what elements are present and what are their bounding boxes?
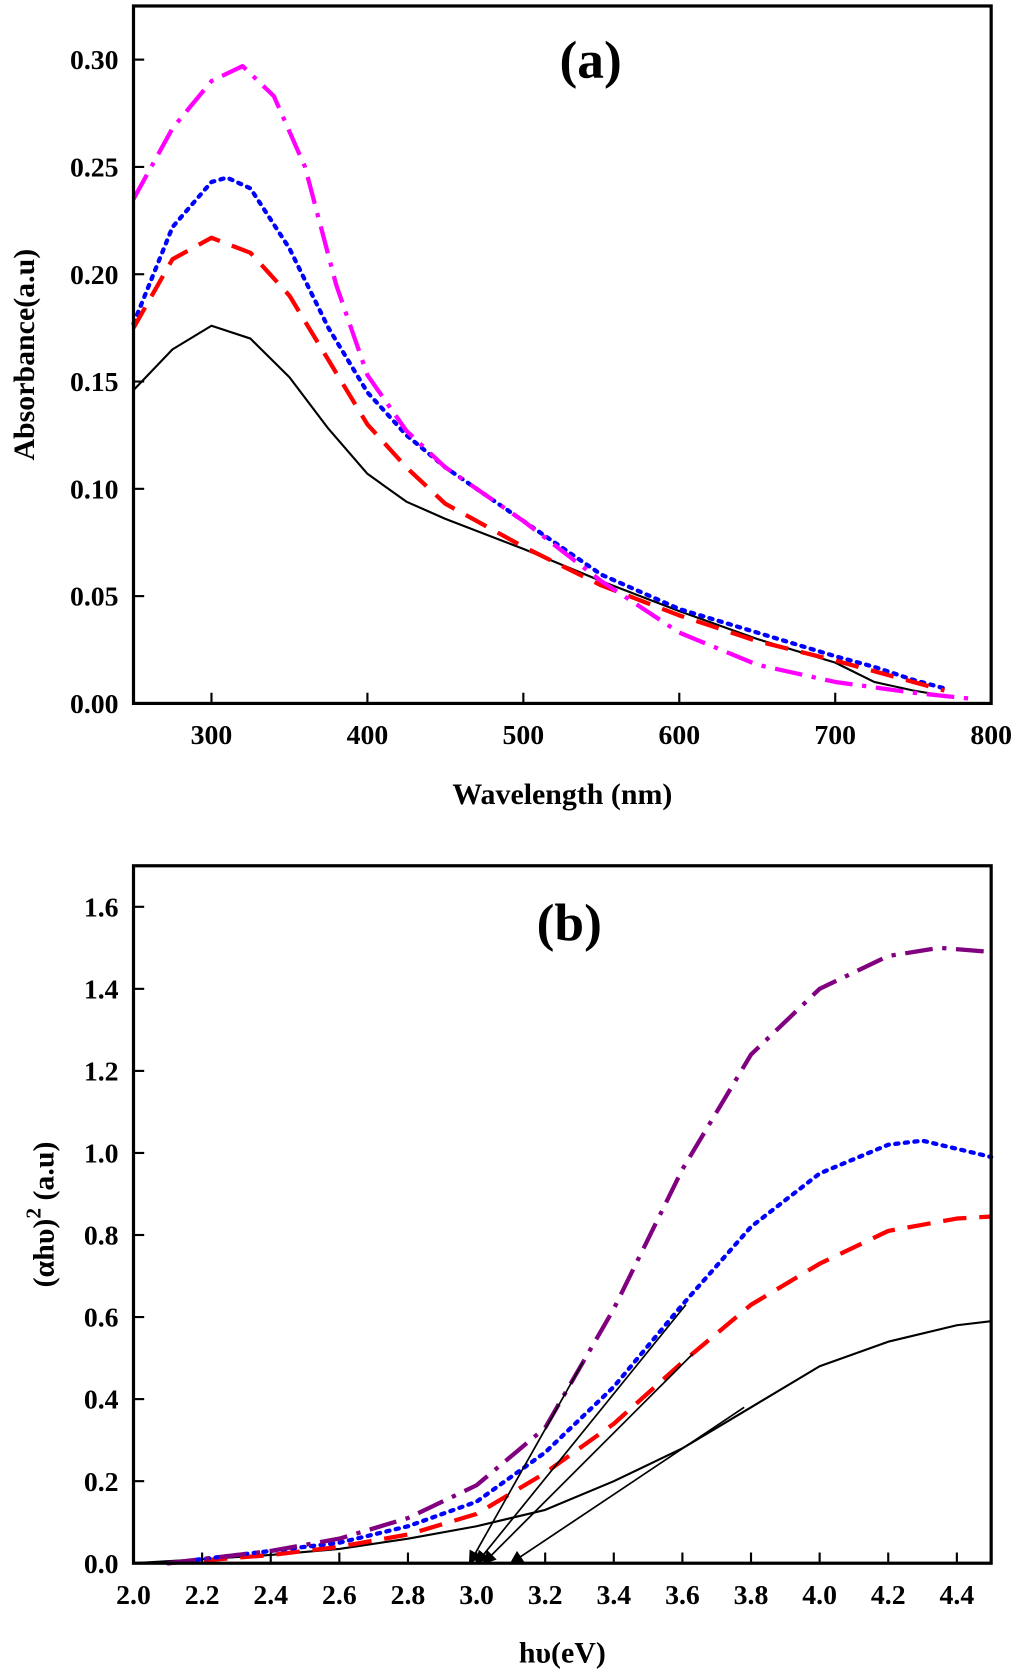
plot-frame: [131, 4, 993, 706]
y-tick-label: 0.25: [70, 153, 119, 184]
x-tick-label: 300: [191, 720, 233, 751]
y-axis-label: (αhυ)2 (a.u): [22, 1142, 61, 1288]
panel-a-absorbance-chart: 300 400 500 600 700 800 0.00 0.05 0.10 0.15 0.20 0.…: [8, 4, 1012, 811]
panel-title: (b): [537, 893, 602, 953]
tangent-arrow-2: [475, 1304, 687, 1565]
x-tick-label: 4.0: [802, 1580, 837, 1611]
x-tick-label: 3.0: [459, 1580, 494, 1611]
y-tick-label: 0.0: [84, 1549, 119, 1580]
x-tick-label: 2.6: [322, 1580, 357, 1611]
y-tick-label: 1.0: [84, 1139, 119, 1170]
series-line-2: [167, 1214, 992, 1566]
x-tick-label: 2.4: [253, 1580, 288, 1611]
x-tick-label: 500: [503, 720, 545, 751]
x-tick-label: 4.4: [940, 1580, 975, 1611]
y-tick-label: 1.4: [84, 974, 119, 1005]
y-tick-label: 0.30: [70, 45, 119, 76]
y-tick-label: 1.6: [84, 892, 119, 923]
x-tick-label: 3.8: [734, 1580, 769, 1611]
x-tick-label: 4.2: [871, 1580, 906, 1611]
series-line-3: [165, 1138, 994, 1566]
series-line-1: [133, 1320, 992, 1565]
x-axis-label: Wavelength (nm): [452, 778, 672, 811]
y-tick-label: 1.2: [84, 1057, 119, 1088]
x-tick-label: 700: [814, 720, 856, 751]
x-tick-label: 2.8: [391, 1580, 426, 1611]
x-tick-label: 800: [970, 720, 1012, 751]
y-tick-label: 0.00: [70, 689, 119, 720]
y-axis-label: Absorbance(a.u): [8, 249, 41, 461]
tangent-arrow-1: [468, 1361, 584, 1565]
x-tick-label: 400: [347, 720, 389, 751]
panel-b-tauc-plot: 2.0 2.2 2.4 2.6 2.8 3.0 3.2 3.4 3.6 3.8 4.0 4.2 4.4 0…: [22, 864, 994, 1670]
series-line-4: [131, 63, 976, 702]
y-tick-label: 0.6: [84, 1303, 119, 1334]
tangent-arrow-4: [509, 1406, 745, 1565]
series-line-3: [131, 235, 945, 693]
x-tick-label: 3.6: [665, 1580, 700, 1611]
x-tick-label: 3.2: [528, 1580, 563, 1611]
series-line-1: [132, 324, 953, 699]
tangent-arrow-3: [482, 1353, 694, 1565]
plot-frame: [131, 864, 993, 1565]
y-tick-label: 0.20: [70, 260, 119, 291]
y-tick-label: 0.2: [84, 1467, 119, 1498]
x-tick-label: 2.2: [185, 1580, 220, 1611]
series-line-4: [167, 945, 992, 1566]
y-tick-label: 0.8: [84, 1221, 119, 1252]
panel-title: (a): [560, 30, 622, 90]
x-tick-label: 600: [658, 720, 700, 751]
x-axis-label: hυ(eV): [519, 1637, 606, 1670]
x-tick-label: 2.0: [116, 1580, 151, 1611]
y-tick-label: 0.4: [84, 1385, 119, 1416]
y-tick-label: 0.15: [70, 367, 119, 398]
y-tick-label: 0.10: [70, 474, 119, 505]
y-tick-label: 0.05: [70, 582, 119, 613]
x-tick-label: 3.4: [596, 1580, 631, 1611]
series-line-2: [131, 175, 947, 691]
